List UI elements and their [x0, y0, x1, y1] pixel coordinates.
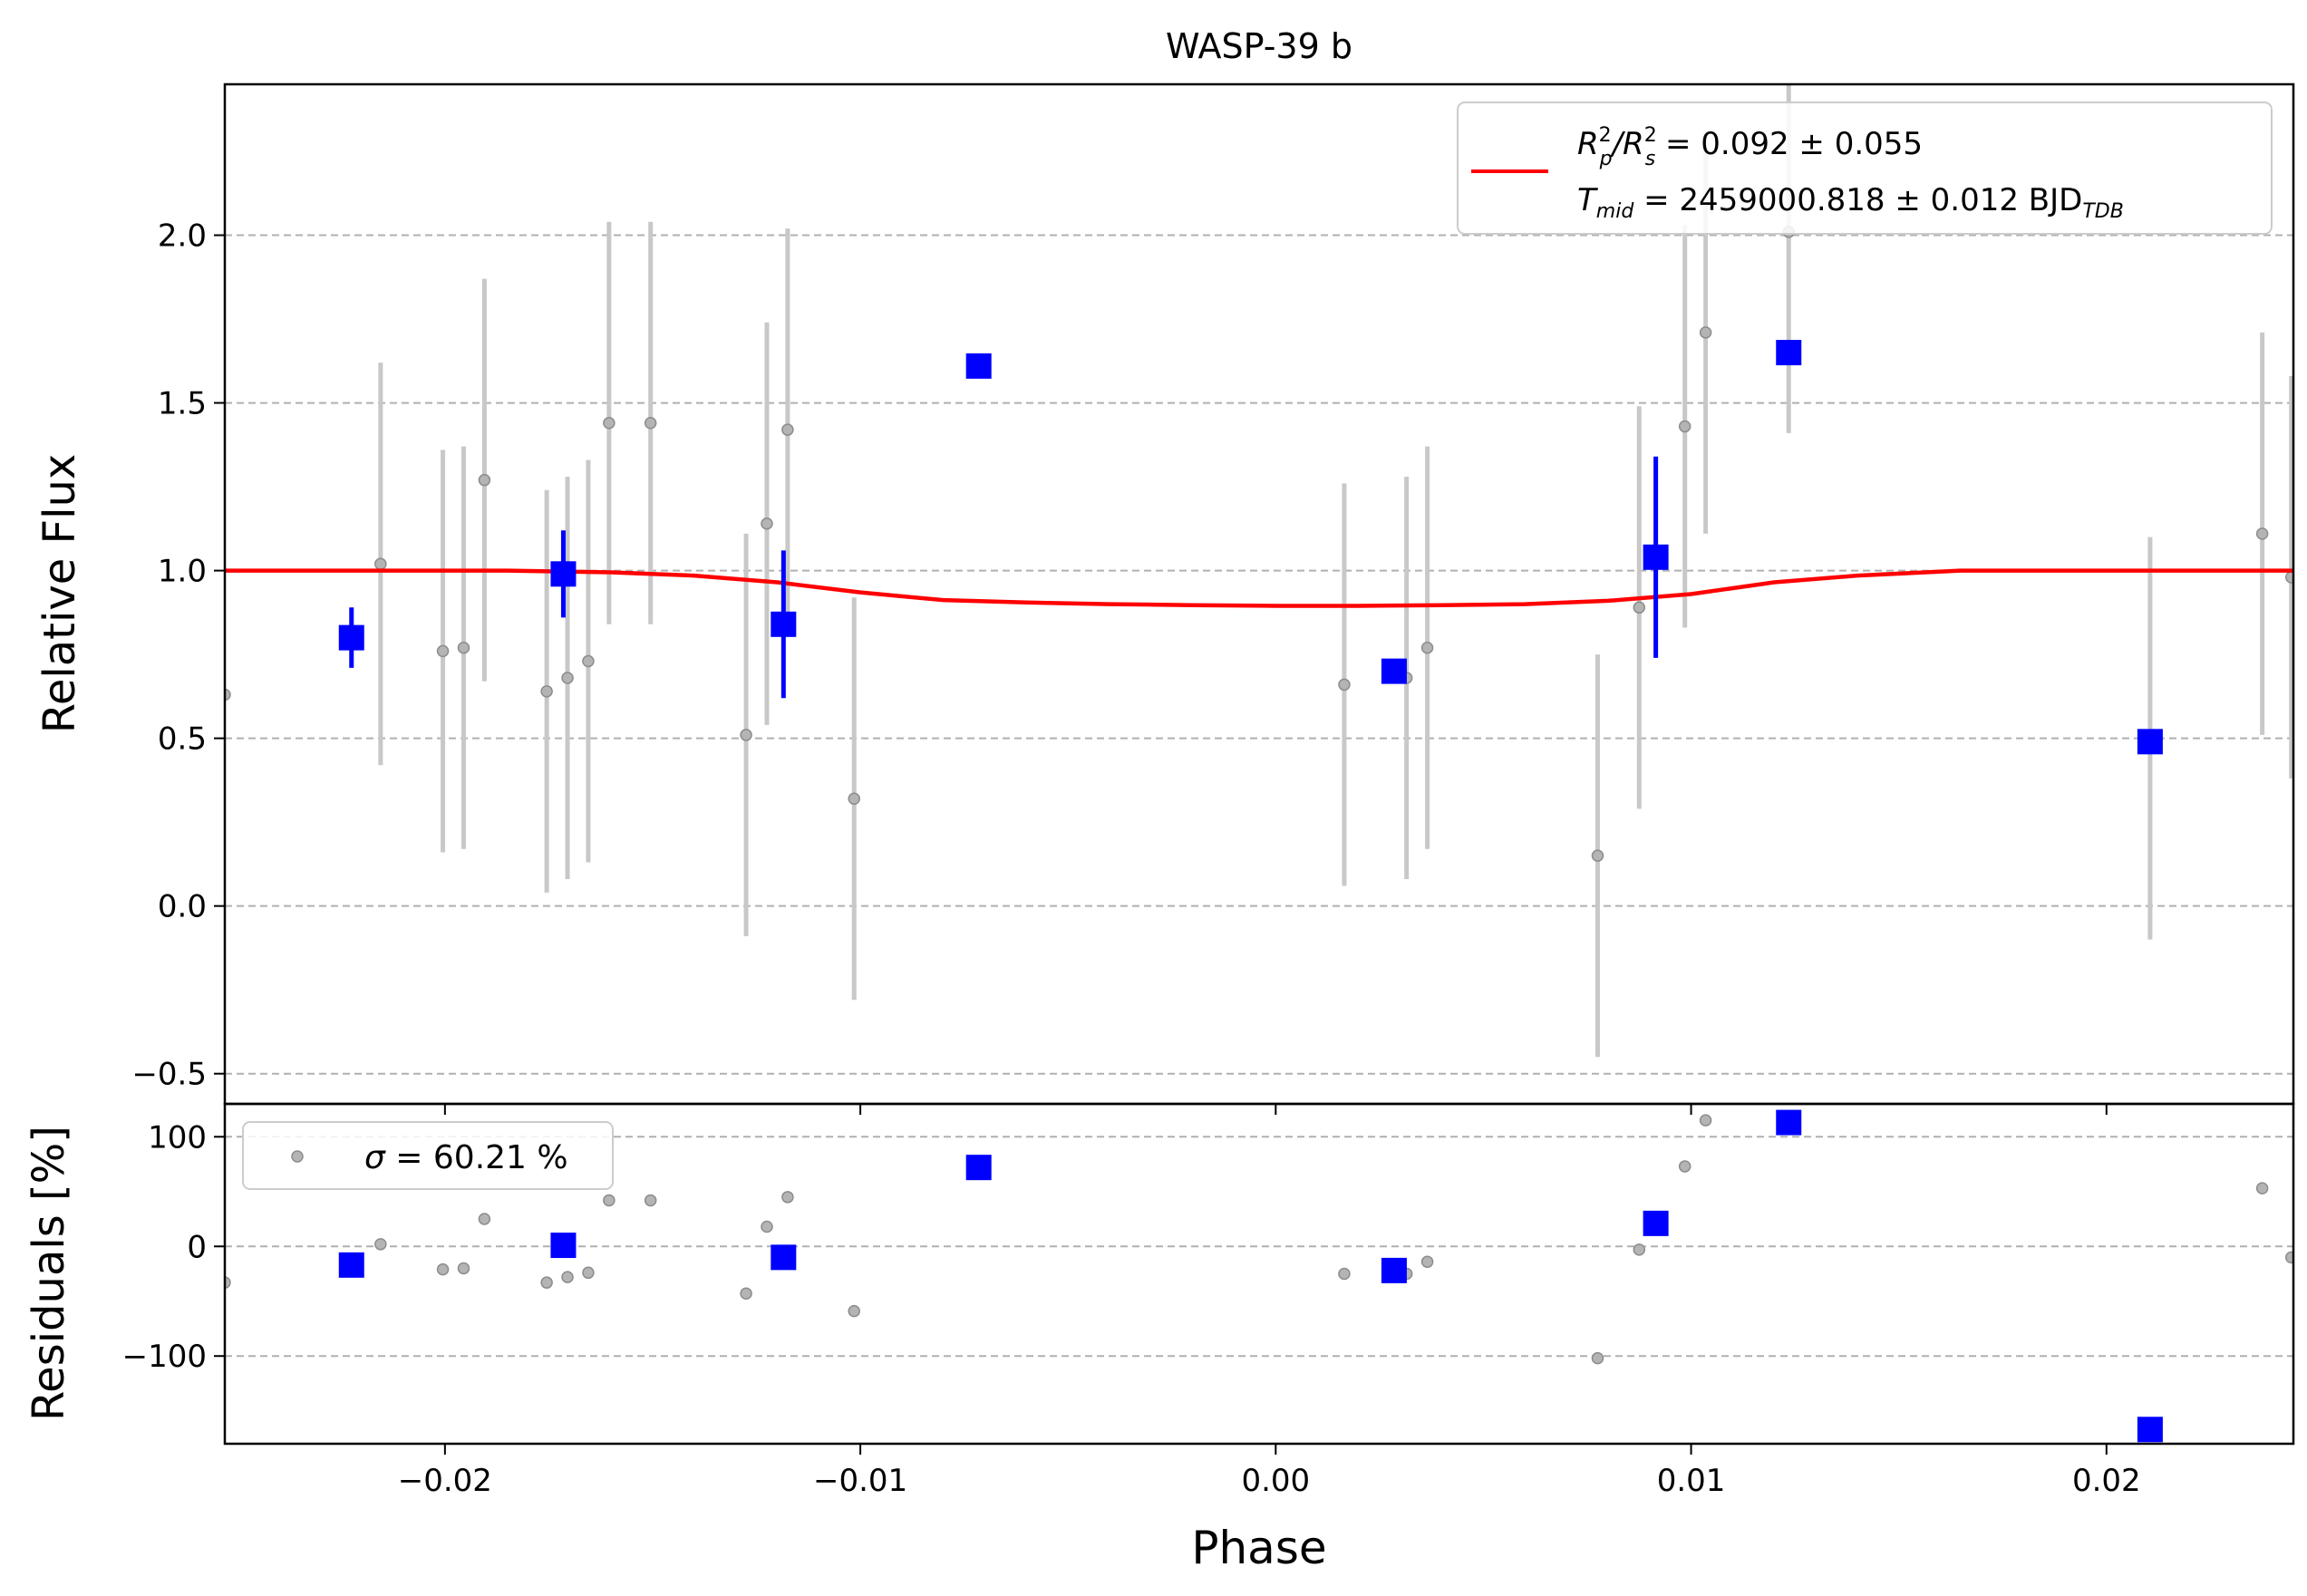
x-ticks: −0.02 −0.01 0.00 0.01 0.02 — [398, 1104, 2141, 1499]
data-point — [740, 729, 752, 741]
main-y-tick-label: 0.5 — [158, 721, 207, 758]
residual-point — [1699, 1114, 1712, 1127]
data-point — [436, 644, 450, 658]
residual-point — [1591, 1351, 1604, 1365]
residual-point — [582, 1266, 595, 1280]
data-point — [1699, 326, 1712, 339]
data-point — [1420, 641, 1434, 654]
residual-point — [603, 1194, 616, 1207]
data-point — [848, 792, 860, 805]
main-y-tick-label: 2.0 — [158, 218, 207, 255]
residual-legend-box — [242, 1121, 614, 1190]
transit-model-line — [225, 568, 2293, 608]
data-point — [457, 641, 470, 654]
residual-legend-text: σ = 60.21 % — [364, 1139, 568, 1176]
data-point — [781, 423, 794, 436]
residual-y-tick-label: 0 — [187, 1229, 207, 1265]
data-point — [540, 685, 553, 698]
data-point — [374, 557, 387, 570]
residual-legend: σ = 60.21 % — [242, 1121, 614, 1190]
binned-residual-point — [1776, 1109, 1802, 1136]
residual-point — [848, 1304, 860, 1318]
x-tick-label: 0.01 — [1657, 1463, 1726, 1499]
data-point — [1633, 601, 1646, 614]
data-point — [2255, 527, 2269, 540]
binned-point — [2137, 729, 2163, 755]
data-point — [225, 688, 231, 701]
binned-residual-point — [1643, 1210, 1669, 1236]
residual-point — [2284, 1251, 2293, 1264]
residual-point — [1420, 1255, 1434, 1268]
main-gridlines — [225, 234, 2293, 1075]
residual-y-ticks: −100 0 100 — [122, 1119, 225, 1375]
data-point — [1591, 849, 1604, 862]
residual-y-tick-label: −100 — [122, 1339, 207, 1375]
residual-axes-frame — [223, 1102, 2295, 1446]
main-y-ticks: −0.5 0.0 0.5 1.0 1.5 2.0 — [131, 218, 225, 1093]
binned-point — [965, 353, 992, 379]
main-y-tick-label: −0.5 — [131, 1057, 207, 1093]
legend-tmid-text: Tmid = 2459000.818 ± 0.012 BJDTDB — [1577, 182, 2124, 223]
data-point — [561, 672, 574, 684]
x-axis-label: Phase — [1191, 1522, 1326, 1574]
legend-rp-rs-text: R2 p/R2 s = 0.092 ± 0.055 — [1577, 124, 1923, 170]
chart-title: WASP-39 b — [1166, 26, 1352, 66]
residual-plot-marks — [225, 1109, 2293, 1443]
data-point — [761, 517, 773, 530]
residual-point — [540, 1276, 553, 1289]
data-point — [1678, 420, 1691, 433]
binned-point — [338, 624, 364, 651]
x-tick-label: 0.02 — [2072, 1463, 2141, 1499]
residual-point — [761, 1220, 773, 1233]
residual-point — [478, 1213, 491, 1225]
binned-point — [1381, 658, 1407, 684]
residual-point — [1338, 1267, 1351, 1281]
x-tick-label: −0.02 — [398, 1463, 492, 1499]
residual-y-axis-label: Residuals [%] — [24, 1126, 74, 1421]
data-point — [644, 417, 657, 430]
binned-residual-point — [771, 1244, 797, 1271]
residual-point — [225, 1276, 231, 1289]
residual-point — [436, 1262, 450, 1276]
main-legend: R2 p/R2 s = 0.092 ± 0.055 Tmid = 2459000.8… — [1457, 102, 2273, 235]
binned-residual-point — [1381, 1257, 1407, 1283]
residual-point — [1633, 1243, 1646, 1256]
x-tick-label: −0.01 — [813, 1463, 907, 1499]
data-point — [1338, 678, 1351, 692]
residual-point — [2255, 1182, 2269, 1195]
data-point — [603, 417, 616, 430]
binned-point — [771, 611, 797, 637]
main-axes-frame — [223, 82, 2295, 1106]
main-y-tick-label: 0.0 — [158, 889, 207, 925]
binned-residual-point — [2137, 1417, 2163, 1443]
binned-point — [1776, 340, 1802, 366]
residual-point — [644, 1194, 657, 1207]
residual-point — [457, 1262, 470, 1275]
binned-residual-point — [965, 1155, 992, 1181]
residual-point — [374, 1238, 387, 1251]
binned-point — [550, 561, 577, 587]
main-legend-box — [1457, 102, 2273, 235]
main-y-tick-label: 1.0 — [158, 554, 207, 590]
binned-point — [1643, 544, 1669, 570]
residual-point — [561, 1271, 574, 1283]
main-y-axis-label: Relative Flux — [34, 454, 85, 734]
data-point — [2284, 571, 2293, 584]
data-point — [582, 654, 595, 668]
binned-residual-point — [550, 1233, 577, 1259]
residual-point — [740, 1287, 752, 1301]
main-y-tick-label: 1.5 — [158, 386, 207, 422]
residual-point — [1678, 1160, 1691, 1173]
x-tick-label: 0.00 — [1241, 1463, 1310, 1499]
residual-point — [781, 1191, 794, 1204]
binned-residual-point — [338, 1252, 364, 1278]
data-point — [478, 473, 491, 487]
residual-y-tick-label: 100 — [148, 1119, 207, 1156]
residual-legend-marker — [291, 1150, 304, 1163]
main-plot-marks — [225, 84, 2293, 1058]
